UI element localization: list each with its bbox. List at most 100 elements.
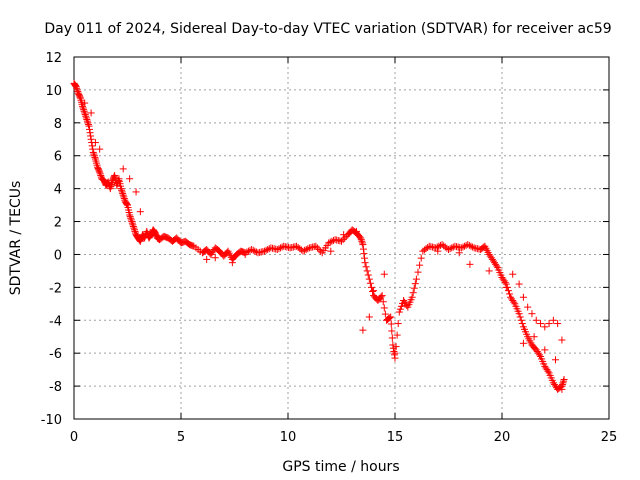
data-point [461, 242, 469, 250]
data-point [365, 313, 373, 321]
data-point [519, 293, 527, 301]
data-point [485, 267, 493, 275]
x-axis-label: GPS time / hours [282, 459, 399, 475]
data-point [96, 168, 104, 176]
y-axis-label: SDTVAR / TECUs [8, 181, 24, 296]
data-point [130, 224, 138, 232]
y-tick-label: 8 [54, 117, 62, 132]
data-point [96, 170, 104, 178]
data-point [397, 302, 405, 310]
y-tick-label: 4 [54, 183, 62, 198]
data-point [515, 310, 523, 318]
y-tick-label: 10 [45, 84, 62, 99]
data-point [146, 232, 154, 240]
plot-frame [73, 56, 610, 420]
data-point [394, 320, 402, 328]
data-point [110, 173, 118, 181]
data-point [211, 254, 219, 262]
data-point [361, 254, 369, 262]
data-point [358, 237, 366, 245]
data-point [446, 245, 454, 253]
data-point [357, 236, 365, 244]
data-point [535, 351, 543, 359]
data-point [328, 237, 336, 245]
data-point [541, 346, 549, 354]
data-point [416, 261, 424, 269]
data-point [493, 262, 501, 270]
data-point [127, 214, 135, 222]
data-point [304, 245, 312, 253]
x-tick-label: 20 [494, 430, 511, 445]
data-point [390, 351, 398, 359]
data-point [82, 112, 90, 120]
data-point [509, 270, 517, 278]
data-point [79, 104, 87, 112]
data-point [120, 193, 128, 201]
data-point [379, 298, 387, 306]
data-point [87, 109, 95, 117]
data-point [549, 316, 557, 324]
data-point [560, 376, 568, 384]
x-tick-label: 0 [70, 430, 78, 445]
data-point [95, 167, 103, 175]
data-point [129, 221, 137, 229]
data-point [88, 142, 96, 150]
data-point [275, 245, 283, 253]
y-tick-label: -10 [41, 413, 62, 428]
data-point [84, 119, 92, 127]
data-point [81, 111, 89, 119]
data-point [113, 181, 121, 189]
data-point [128, 218, 136, 226]
data-point [457, 244, 465, 252]
data-point [378, 292, 386, 300]
data-point [365, 275, 373, 283]
data-point [136, 237, 144, 245]
data-point [312, 242, 320, 250]
data-point [411, 280, 419, 288]
data-point [389, 341, 397, 349]
data-point [264, 246, 272, 254]
data-point [150, 227, 158, 235]
data-point [301, 246, 309, 254]
data-point [359, 245, 367, 253]
data-point [120, 195, 128, 203]
data-point [387, 320, 395, 328]
data-point [466, 260, 474, 268]
x-tick-label: 25 [601, 430, 618, 445]
y-tick-label: 6 [54, 150, 62, 165]
data-point [315, 246, 323, 254]
data-point [552, 356, 559, 364]
data-point [381, 310, 389, 318]
data-point [409, 289, 417, 297]
data-point [86, 125, 94, 133]
data-point [370, 287, 378, 295]
data-point [86, 129, 94, 137]
data-point [516, 313, 524, 321]
data-point [518, 320, 526, 328]
data-point [386, 314, 394, 322]
data-point [71, 81, 79, 89]
data-point [434, 247, 442, 255]
data-point [299, 247, 307, 255]
data-point [364, 271, 372, 279]
data-point [391, 349, 399, 357]
data-point [417, 254, 425, 262]
data-point [560, 377, 568, 385]
data-point [83, 117, 91, 125]
data-point [80, 107, 88, 115]
data-point [455, 249, 463, 257]
data-point [559, 379, 567, 387]
data-point [313, 244, 321, 252]
x-tick-label: 5 [177, 430, 185, 445]
data-point [118, 186, 126, 194]
y-tick-label: -8 [49, 380, 62, 395]
data-point [388, 327, 396, 335]
data-point [317, 247, 325, 255]
data-point [519, 339, 527, 347]
y-tick-label: -6 [49, 347, 62, 362]
data-point [136, 208, 144, 216]
data-point [396, 305, 404, 313]
data-point [528, 310, 536, 318]
data-point [356, 233, 364, 241]
data-point [363, 267, 371, 275]
